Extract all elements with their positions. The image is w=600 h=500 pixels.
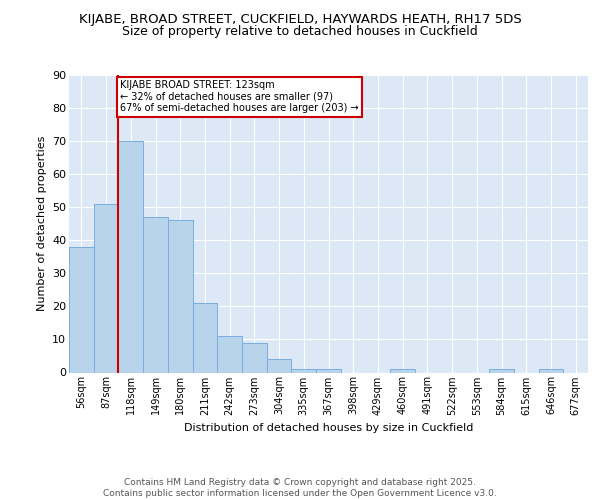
Bar: [267, 360, 292, 372]
Bar: [69, 247, 94, 372]
Bar: [193, 303, 217, 372]
Bar: [217, 336, 242, 372]
Text: KIJABE, BROAD STREET, CUCKFIELD, HAYWARDS HEATH, RH17 5DS: KIJABE, BROAD STREET, CUCKFIELD, HAYWARD…: [79, 12, 521, 26]
Bar: [539, 369, 563, 372]
Bar: [143, 217, 168, 372]
Bar: [94, 204, 118, 372]
Bar: [390, 369, 415, 372]
X-axis label: Distribution of detached houses by size in Cuckfield: Distribution of detached houses by size …: [184, 423, 473, 433]
Bar: [118, 141, 143, 372]
Bar: [292, 369, 316, 372]
Y-axis label: Number of detached properties: Number of detached properties: [37, 136, 47, 312]
Text: KIJABE BROAD STREET: 123sqm
← 32% of detached houses are smaller (97)
67% of sem: KIJABE BROAD STREET: 123sqm ← 32% of det…: [121, 80, 359, 113]
Bar: [242, 343, 267, 372]
Text: Contains HM Land Registry data © Crown copyright and database right 2025.
Contai: Contains HM Land Registry data © Crown c…: [103, 478, 497, 498]
Bar: [489, 369, 514, 372]
Text: Size of property relative to detached houses in Cuckfield: Size of property relative to detached ho…: [122, 25, 478, 38]
Bar: [168, 220, 193, 372]
Bar: [316, 369, 341, 372]
